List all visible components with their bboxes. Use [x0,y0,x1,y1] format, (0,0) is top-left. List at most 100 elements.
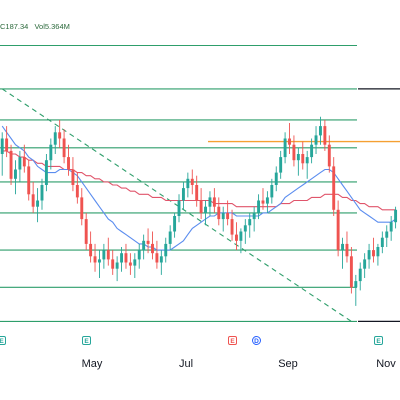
candlesticks [0,116,398,306]
candle-body [142,240,146,251]
candle-body [146,240,150,244]
candle-body [354,281,358,288]
legend-close: C187.34 [0,22,29,31]
candle-body [217,206,221,220]
candle-body [394,209,398,223]
legend-volume: Vol5.364M [34,22,70,31]
x-tick-label: Sep [278,358,298,370]
candle-body [288,138,291,145]
candle-body [376,247,380,257]
candle-body [323,126,327,145]
candle-body [177,200,181,216]
candle-body [305,157,309,164]
candle-body [102,250,106,260]
earnings-icon[interactable]: E [0,336,6,345]
candle-body [208,197,212,207]
candle-body [341,243,345,251]
earnings-icon[interactable]: E [82,336,91,345]
slow-moving-average [2,150,396,211]
x-tick-label: Nov [376,358,396,370]
candle-body [67,157,70,170]
candle-body [243,225,247,232]
candle-body [292,144,296,161]
candle-body [120,253,124,263]
candle-body [93,256,97,263]
candle-body [248,219,252,226]
candle-body [314,135,318,145]
candle-body [204,206,207,213]
candle-body [22,157,26,167]
candle-body [18,157,22,170]
candle-body [283,138,287,158]
candle-body [84,219,88,244]
candle-body [49,144,53,161]
candle-body [164,243,168,257]
candle-body [190,178,194,185]
candle-body [40,185,44,201]
candle-body [358,268,362,282]
candle-body [301,154,305,164]
candle-body [389,222,393,232]
moving-averages [1,125,396,251]
candle-body [257,200,261,213]
candle-body [44,160,48,185]
candle-body [363,259,367,269]
candle-body [195,185,199,201]
candle-body [168,231,172,244]
candle-body [345,243,349,257]
ohlc-legend: C187.34 Vol5.364M [0,22,74,31]
candle-body [5,138,9,151]
candle-body [336,209,340,251]
candle-body [111,259,115,269]
candle-body [97,259,101,263]
candle-body [310,144,314,158]
candle-body [75,185,79,198]
candle-body [327,144,331,167]
x-tick-label: May [81,358,103,370]
candle-body [221,212,225,220]
candle-body [274,172,278,185]
dividend-icon[interactable]: D [252,336,261,345]
candle-body [367,250,371,260]
candle-body [385,231,389,238]
candle-body [186,178,190,189]
candle-body [235,234,238,241]
candle-body [71,169,75,185]
candle-body [36,200,40,207]
candle-body [173,216,177,232]
candle-body [230,219,234,235]
candle-body [62,138,66,158]
candle-body [124,253,128,263]
dashed-trendline [1,88,352,322]
candle-body [9,150,13,179]
candle-body [318,126,322,136]
candle-body [212,197,216,207]
candle-body [128,262,132,266]
candle-body [155,253,159,263]
candle-body [199,200,203,213]
candle-body [252,212,256,220]
candle-body [58,132,62,139]
candle-body [265,197,269,204]
candle-body [106,250,110,260]
candle-body [133,259,137,266]
candle-body [0,138,4,154]
candle-body [89,243,93,257]
candle-body [181,188,185,201]
candle-body [372,250,375,257]
candle-body [226,212,230,220]
horizontal-levels [0,44,400,322]
x-tick-label: Jul [178,358,194,370]
candle-body [159,256,163,263]
candle-body [151,243,154,254]
earnings-icon[interactable]: E [374,336,383,345]
candle-body [239,231,243,241]
candle-body [279,157,283,173]
candle-body [296,154,300,161]
candle-body [332,166,336,210]
candle-body [349,256,353,288]
earnings-icon[interactable]: E [228,336,237,345]
candle-body [53,132,57,145]
trendline [1,88,352,322]
